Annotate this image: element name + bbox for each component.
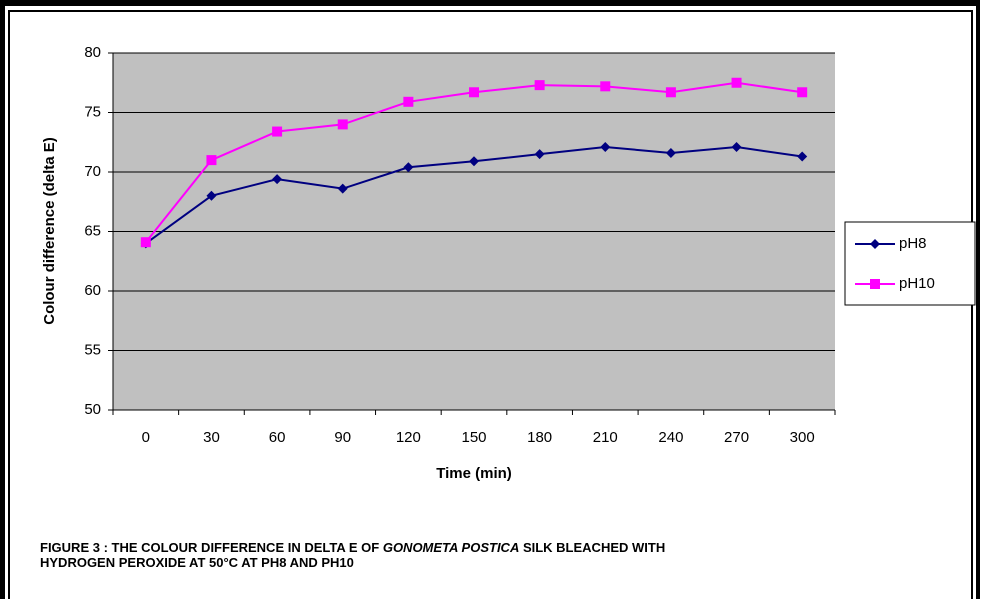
- marker: [272, 174, 283, 185]
- marker: [600, 142, 611, 153]
- y-tick-label: 60: [84, 282, 101, 299]
- marker: [206, 190, 217, 201]
- x-tick-label: 0: [142, 429, 150, 446]
- chart: Colour difference (delta E) Time (min) 5…: [41, 44, 976, 482]
- marker: [337, 183, 348, 194]
- marker: [534, 149, 545, 160]
- marker: [403, 162, 414, 173]
- y-tick-label: 70: [84, 163, 101, 180]
- y-axis-label: Colour difference (delta E): [41, 137, 58, 325]
- x-tick-label: 270: [724, 429, 749, 446]
- marker: [665, 147, 676, 158]
- caption-text: FIGURE 3 : THE COLOUR DIFFERENCE IN DELT…: [40, 540, 383, 555]
- y-tick-label: 65: [84, 222, 101, 239]
- marker: [797, 87, 808, 98]
- marker: [665, 87, 676, 98]
- marker: [469, 87, 479, 98]
- marker: [272, 126, 283, 137]
- caption-species: GONOMETA POSTICA: [382, 540, 520, 555]
- x-tick-label: 180: [527, 429, 552, 446]
- marker: [337, 119, 348, 130]
- x-tick-label: 150: [461, 429, 486, 446]
- x-axis-label: Time (min): [436, 465, 512, 482]
- marker: [600, 81, 611, 92]
- x-tick-label: 90: [334, 429, 351, 446]
- x-tick-label: 60: [269, 429, 286, 446]
- marker: [534, 80, 545, 91]
- y-tick-label: 75: [84, 103, 101, 120]
- marker: [469, 156, 479, 167]
- x-tick-label: 210: [593, 429, 618, 446]
- caption: FIGURE 3 : THE COLOUR DIFFERENCE IN DELT…: [40, 540, 680, 570]
- x-tick-label: 30: [203, 429, 220, 446]
- legend-label: pH10: [899, 275, 935, 292]
- legend-marker: [870, 239, 880, 249]
- marker: [731, 77, 742, 88]
- marker: [140, 237, 151, 248]
- x-tick-label: 240: [658, 429, 683, 446]
- marker: [797, 151, 808, 162]
- marker: [731, 142, 742, 153]
- x-tick-label: 300: [790, 429, 815, 446]
- y-tick-label: 50: [84, 401, 101, 418]
- y-tick-label: 55: [84, 341, 101, 358]
- caption-text: SILK BLEACHED WITH HYDROGEN PEROXIDE AT …: [40, 540, 666, 570]
- marker: [403, 96, 414, 107]
- y-tick-label: 80: [84, 44, 101, 61]
- legend-label: pH8: [899, 235, 927, 252]
- marker: [206, 155, 217, 166]
- legend-marker: [870, 279, 880, 289]
- x-tick-label: 120: [396, 429, 421, 446]
- legend: [844, 221, 976, 306]
